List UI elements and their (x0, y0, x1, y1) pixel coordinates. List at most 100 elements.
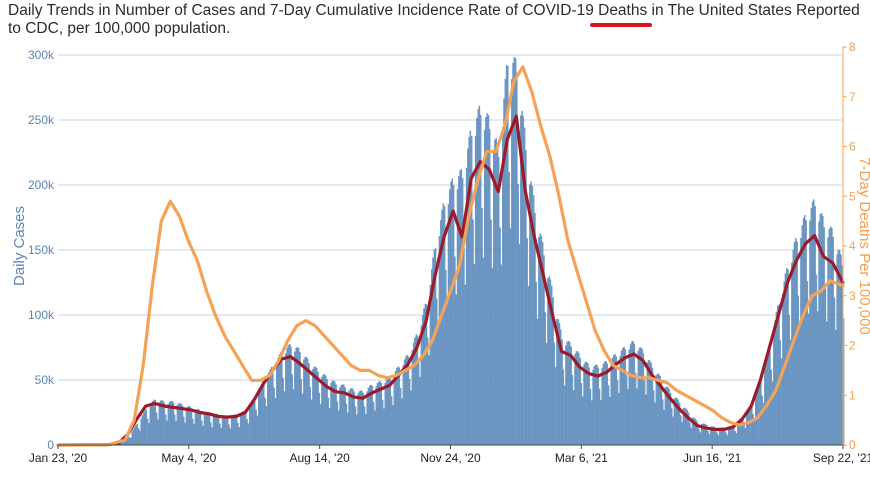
deaths-per-100k-line (56, 65, 845, 447)
daily-case-bar (274, 398, 277, 446)
y2-tick-label: 1 (849, 388, 856, 402)
daily-case-bar (188, 406, 190, 446)
daily-case-bar (640, 347, 642, 446)
daily-case-bar (500, 264, 503, 446)
daily-case-bar (824, 288, 827, 446)
daily-case-bar (145, 409, 148, 446)
daily-case-bar (801, 225, 803, 446)
x-tick-label: Sep 22, '21 (813, 451, 870, 465)
daily-case-bar (641, 348, 643, 446)
daily-case-bar (154, 399, 157, 446)
daily-case-bar (765, 360, 767, 446)
daily-case-bar (308, 363, 310, 446)
daily-case-bar (481, 208, 483, 446)
daily-case-bar (767, 348, 770, 446)
daily-case-bar (826, 321, 828, 446)
daily-case-bar (412, 342, 415, 446)
daily-case-bar (632, 340, 634, 446)
daily-case-bar (167, 403, 169, 446)
daily-case-bar (338, 410, 340, 446)
daily-case-bar (394, 371, 397, 446)
daily-case-bar (567, 340, 570, 446)
left-axis-ticks: 0 50k 100k 150k 200k 250k 300k (28, 48, 55, 452)
daily-case-bar (461, 178, 464, 446)
daily-case-bar (593, 366, 596, 446)
daily-case-bar (181, 405, 184, 446)
daily-case-bar (259, 387, 261, 446)
daily-case-bar (376, 383, 379, 446)
daily-case-bar (642, 353, 645, 446)
daily-case-bar (321, 376, 323, 446)
daily-case-bar (600, 399, 602, 446)
daily-case-bar (252, 398, 255, 446)
daily-case-bar (153, 399, 155, 446)
y-tick-label: 150k (28, 243, 55, 257)
daily-case-bar (622, 347, 624, 446)
daily-case-bar (354, 406, 357, 446)
daily-case-bar (184, 422, 186, 446)
daily-case-bar (363, 406, 366, 446)
daily-case-bar (201, 420, 203, 446)
right-axis-ticks: 0 1 2 3 4 5 6 7 8 (843, 40, 856, 452)
daily-case-bar (254, 398, 256, 446)
daily-case-bar (146, 418, 149, 446)
daily-case-bar (513, 56, 515, 446)
daily-case-bar (833, 297, 836, 446)
daily-case-bar (248, 406, 251, 446)
daily-case-bar (554, 367, 557, 446)
daily-case-bar (449, 189, 451, 446)
daily-case-bar (518, 243, 521, 446)
daily-case-bar (797, 295, 800, 446)
daily-case-bar (189, 406, 191, 446)
daily-case-bar (563, 385, 566, 446)
daily-case-bar (591, 400, 593, 446)
daily-case-bar (390, 396, 393, 446)
daily-case-bar (584, 361, 586, 446)
daily-case-bar (185, 407, 188, 446)
daily-case-bar (809, 220, 811, 446)
daily-case-bar (290, 346, 292, 446)
daily-case-bar (172, 402, 175, 446)
daily-case-bar (751, 405, 753, 446)
daily-case-bar (233, 414, 235, 446)
daily-case-bar (737, 424, 739, 446)
daily-case-bar (385, 379, 388, 446)
daily-case-bar (538, 237, 540, 446)
daily-case-bar (261, 381, 264, 446)
y-tick-label: 100k (28, 308, 55, 322)
daily-case-bar (232, 415, 234, 446)
daily-case-bar (132, 428, 135, 446)
daily-case-bar (545, 342, 548, 446)
daily-case-bar (287, 345, 290, 446)
daily-case-bar (139, 430, 141, 446)
daily-case-bar (823, 227, 825, 446)
daily-case-bar (517, 184, 519, 446)
daily-case-bar (511, 79, 513, 446)
daily-case-bar (749, 406, 752, 446)
daily-case-bar (446, 304, 448, 446)
daily-case-bar (239, 414, 242, 446)
y-tick-label: 0 (47, 438, 54, 452)
daily-case-bar (637, 350, 639, 446)
daily-case-bar (291, 374, 293, 446)
daily-case-bar (299, 352, 301, 446)
daily-case-bar (654, 402, 656, 446)
daily-case-bar (623, 346, 625, 446)
daily-case-bar (383, 408, 385, 446)
daily-case-bar (131, 431, 133, 446)
daily-case-bar (220, 428, 222, 446)
daily-case-bar (384, 383, 386, 446)
daily-case-bar (571, 375, 574, 446)
daily-case-bar (646, 362, 648, 446)
y2-tick-label: 3 (849, 289, 856, 303)
daily-case-bar (140, 418, 142, 446)
daily-case-bar (183, 416, 185, 446)
daily-case-bar (561, 339, 563, 446)
daily-case-bar (409, 378, 411, 446)
daily-case-bar (627, 389, 629, 446)
daily-case-bar (747, 410, 749, 446)
y2-tick-label: 6 (849, 140, 856, 154)
daily-case-bar (491, 268, 494, 446)
daily-case-bar (490, 219, 492, 446)
daily-case-bar (635, 372, 637, 446)
